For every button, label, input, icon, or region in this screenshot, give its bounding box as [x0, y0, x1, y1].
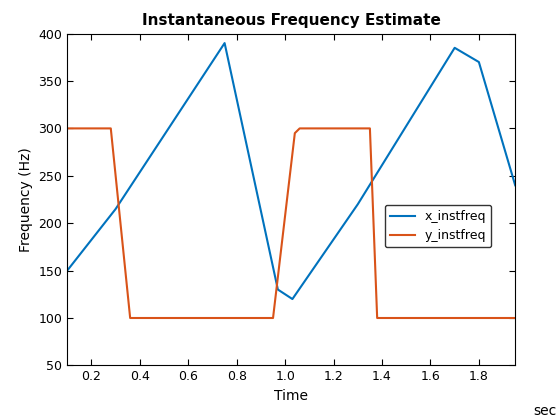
y_instfreq: [367, 126, 374, 131]
y_instfreq: [296, 126, 303, 131]
x_instfreq: [64, 268, 71, 273]
Line: y_instfreq: y_instfreq: [67, 129, 515, 318]
Line: x_instfreq: x_instfreq: [67, 43, 515, 299]
x_instfreq: [112, 207, 119, 212]
x_instfreq: [289, 297, 296, 302]
y_instfreq: [127, 315, 133, 320]
x_instfreq: [512, 183, 519, 188]
y_instfreq: [105, 126, 112, 131]
Title: Instantaneous Frequency Estimate: Instantaneous Frequency Estimate: [142, 13, 441, 28]
x_instfreq: [221, 41, 228, 46]
y_instfreq: [291, 131, 298, 136]
X-axis label: Time: Time: [274, 389, 308, 403]
y_instfreq: [270, 315, 277, 320]
x_instfreq: [274, 287, 281, 292]
Text: sec: sec: [534, 404, 557, 418]
y_instfreq: [64, 126, 71, 131]
x_instfreq: [451, 45, 458, 50]
y_instfreq: [108, 126, 114, 131]
x_instfreq: [354, 202, 361, 207]
y_instfreq: [374, 315, 381, 320]
x_instfreq: [475, 60, 482, 65]
y_instfreq: [512, 315, 519, 320]
Legend: x_instfreq, y_instfreq: x_instfreq, y_instfreq: [385, 205, 491, 247]
Y-axis label: Frequency (Hz): Frequency (Hz): [19, 147, 33, 252]
